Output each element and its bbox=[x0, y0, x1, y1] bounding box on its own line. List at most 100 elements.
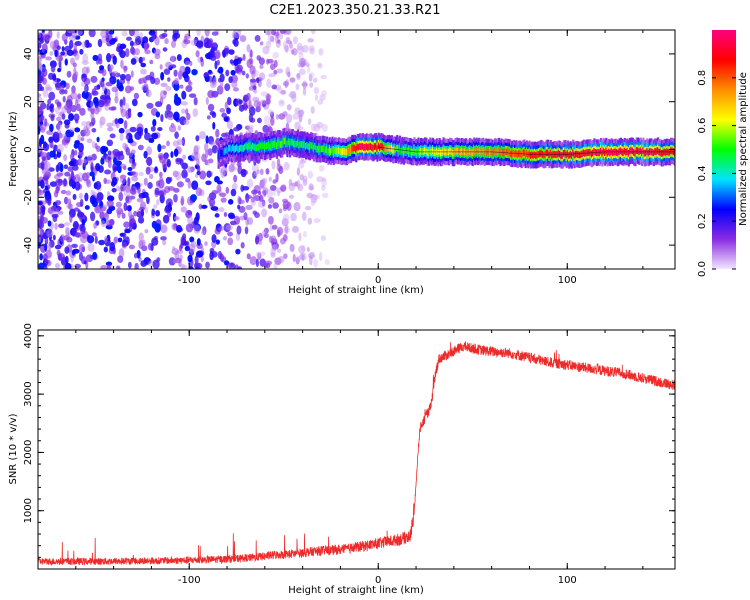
heatmap-noise-cell bbox=[289, 45, 294, 55]
heatmap-ridge-cell bbox=[536, 151, 539, 159]
heatmap-noise-cell bbox=[120, 183, 124, 192]
heatmap-noise-cell bbox=[167, 186, 175, 191]
heatmap-noise-cell bbox=[295, 83, 300, 91]
heatmap-ridge-cell bbox=[340, 148, 343, 156]
heatmap-noise-cell bbox=[254, 34, 261, 42]
heatmap-noise-cell bbox=[249, 256, 257, 266]
heatmap-noise-cell bbox=[267, 58, 274, 64]
heatmap-ridge-cell bbox=[449, 147, 452, 155]
heatmap-noise-cell bbox=[56, 55, 64, 62]
heatmap-noise-cell bbox=[310, 193, 318, 204]
heatmap-noise-cell bbox=[254, 212, 260, 218]
heatmap-noise-cell bbox=[290, 212, 297, 222]
heatmap-ridge-cell bbox=[548, 151, 551, 159]
heatmap-noise-cell bbox=[50, 103, 55, 109]
y-tick-label: 0 bbox=[23, 146, 34, 152]
heatmap-noise-cell bbox=[266, 78, 272, 89]
heatmap-noise-cell bbox=[150, 126, 156, 132]
heatmap-ridge-cell bbox=[458, 147, 461, 155]
heatmap-ridge-cell bbox=[442, 147, 445, 154]
heatmap-noise-cell bbox=[171, 248, 179, 255]
heatmap-ridge-cell bbox=[565, 151, 568, 159]
heatmap-noise-cell bbox=[245, 195, 252, 200]
heatmap-ridge-cell bbox=[375, 142, 378, 150]
heatmap-noise-cell bbox=[96, 195, 102, 203]
heatmap-ridge-cell bbox=[398, 145, 402, 153]
heatmap-noise-cell bbox=[187, 165, 192, 173]
heatmap-ridge-cell bbox=[217, 152, 220, 160]
heatmap-ridge-cell bbox=[397, 147, 400, 154]
heatmap-noise-cell bbox=[44, 118, 48, 127]
heatmap-noise-cell bbox=[193, 144, 201, 151]
heatmap-noise-cell bbox=[259, 258, 266, 267]
heatmap-ridge-cell bbox=[330, 148, 333, 156]
heatmap-noise-cell bbox=[100, 220, 106, 226]
heatmap-ridge-cell bbox=[533, 151, 537, 159]
heatmap-noise-cell bbox=[190, 240, 197, 248]
heatmap-noise-cell bbox=[123, 189, 131, 197]
heatmap-noise-cell bbox=[110, 265, 114, 269]
heatmap-noise-cell bbox=[237, 204, 241, 210]
heatmap-ridge-cell bbox=[461, 147, 464, 155]
heatmap-noise-cell bbox=[61, 138, 67, 146]
heatmap-noise-cell bbox=[73, 142, 79, 149]
heatmap-noise-cell bbox=[319, 251, 323, 262]
heatmap-ridge-cell bbox=[377, 142, 380, 150]
heatmap-noise-cell bbox=[140, 62, 147, 68]
heatmap-noise-cell bbox=[93, 222, 97, 229]
heatmap-noise-cell bbox=[53, 190, 59, 198]
heatmap-noise-cell bbox=[172, 170, 179, 178]
heatmap-ridge-cell bbox=[540, 149, 543, 157]
heatmap-noise-cell bbox=[71, 173, 75, 180]
heatmap-noise-cell bbox=[69, 127, 76, 132]
heatmap-ridge-cell bbox=[351, 144, 354, 152]
heatmap-ridge-cell bbox=[359, 143, 362, 150]
heatmap-noise-cell bbox=[165, 176, 172, 185]
heatmap-noise-cell bbox=[283, 253, 288, 259]
heatmap-noise-cell bbox=[145, 158, 151, 164]
heatmap-noise-cell bbox=[103, 246, 108, 253]
heatmap-noise-cell bbox=[294, 121, 301, 131]
heatmap-ridge-cell bbox=[394, 146, 398, 154]
heatmap-noise-cell bbox=[157, 190, 165, 197]
heatmap-ridge-cell bbox=[516, 151, 519, 159]
heatmap-noise-cell bbox=[279, 237, 286, 245]
heatmap-ridge-cell bbox=[437, 149, 440, 157]
heatmap-ridge-cell bbox=[218, 150, 222, 158]
heatmap-noise-cell bbox=[124, 102, 130, 110]
heatmap-noise-cell bbox=[297, 162, 305, 169]
heatmap-ridge-cell bbox=[316, 145, 320, 153]
heatmap-noise-cell bbox=[243, 102, 248, 111]
heatmap-noise-cell bbox=[219, 73, 225, 83]
heatmap-ridge-cell bbox=[312, 145, 316, 152]
heatmap-noise-cell bbox=[38, 192, 43, 199]
heatmap-ridge-cell bbox=[566, 150, 570, 157]
heatmap-noise-cell bbox=[312, 77, 318, 83]
x-tick-label: -100 bbox=[178, 275, 201, 286]
heatmap-noise-cell bbox=[159, 171, 163, 178]
heatmap-ridge-cell bbox=[622, 149, 625, 157]
heatmap-noise-cell bbox=[256, 117, 262, 124]
heatmap-noise-cell bbox=[112, 55, 117, 65]
heatmap-noise-cell bbox=[204, 30, 210, 37]
heatmap-noise-cell bbox=[163, 68, 171, 75]
heatmap-noise-cell bbox=[63, 154, 68, 162]
heatmap-noise-cell bbox=[273, 262, 278, 269]
heatmap-noise-cell bbox=[82, 53, 89, 63]
heatmap-noise-cell bbox=[240, 168, 247, 178]
heatmap-noise-cell bbox=[224, 101, 229, 110]
heatmap-noise-cell bbox=[54, 99, 60, 105]
heatmap-noise-cell bbox=[52, 74, 57, 81]
heatmap-noise-cell bbox=[141, 191, 149, 198]
heatmap-noise-cell bbox=[220, 170, 226, 179]
y-tick-label: -20 bbox=[23, 189, 34, 205]
heatmap-noise-cell bbox=[80, 228, 86, 235]
heatmap-noise-cell bbox=[166, 103, 172, 113]
heatmap-ridge-cell bbox=[331, 146, 334, 154]
heatmap-noise-cell bbox=[38, 83, 43, 92]
heatmap-noise-cell bbox=[210, 50, 216, 58]
heatmap-ridge-cell bbox=[271, 141, 275, 148]
heatmap-noise-cell bbox=[56, 148, 62, 158]
heatmap-noise-cell bbox=[292, 36, 299, 44]
heatmap-noise-cell bbox=[123, 120, 128, 130]
